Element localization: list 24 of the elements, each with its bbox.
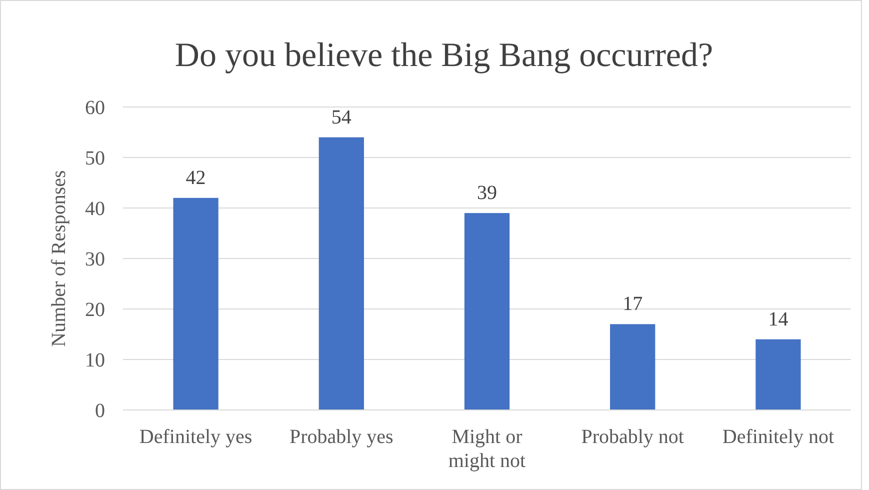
y-tick-label: 30: [85, 248, 105, 270]
x-tick-label: Definitely yes: [139, 426, 252, 448]
x-tick-label: Might or might not: [448, 426, 526, 472]
bar: [173, 198, 218, 410]
bar: [318, 137, 364, 410]
bar: [756, 339, 801, 410]
y-tick-label: 40: [85, 198, 105, 220]
bar: [610, 324, 656, 410]
y-tick-label: 10: [85, 350, 105, 372]
x-tick-label: Probably yes: [289, 426, 394, 448]
data-label: 14: [768, 308, 788, 330]
data-label: 17: [622, 293, 643, 316]
data-label: 39: [477, 182, 497, 204]
x-tick-label: Definitely not: [722, 426, 834, 448]
y-tick-label: 20: [85, 299, 105, 321]
y-tick-label: 60: [85, 97, 105, 119]
y-tick-label: 0: [95, 400, 105, 422]
x-tick-label: Probably not: [581, 426, 684, 448]
data-label: 54: [331, 106, 352, 128]
bar: [464, 213, 510, 410]
chart-title: Do you believe the Big Bang occurred?: [174, 37, 714, 74]
data-label: 42: [186, 166, 206, 189]
y-tick-label: 50: [85, 148, 105, 170]
y-axis-title: Number of Responses: [48, 170, 70, 347]
